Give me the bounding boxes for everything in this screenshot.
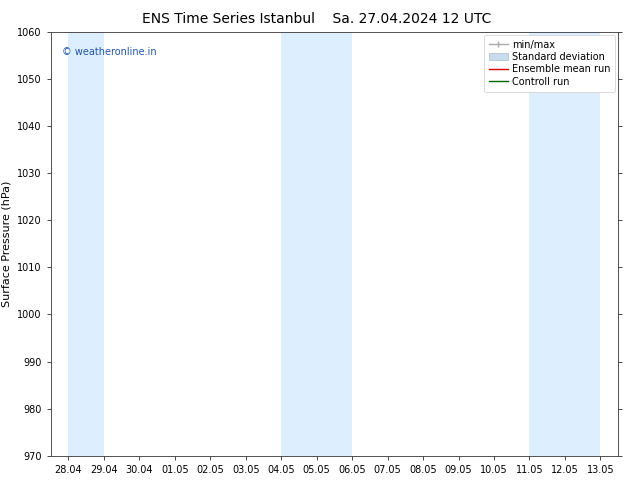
- Text: ENS Time Series Istanbul    Sa. 27.04.2024 12 UTC: ENS Time Series Istanbul Sa. 27.04.2024 …: [142, 12, 492, 26]
- Y-axis label: Surface Pressure (hPa): Surface Pressure (hPa): [1, 181, 11, 307]
- Bar: [68, 32, 104, 456]
- Bar: [281, 32, 352, 456]
- Legend: min/max, Standard deviation, Ensemble mean run, Controll run: min/max, Standard deviation, Ensemble me…: [484, 35, 615, 92]
- Bar: [529, 32, 600, 456]
- Text: © weatheronline.in: © weatheronline.in: [62, 47, 157, 57]
